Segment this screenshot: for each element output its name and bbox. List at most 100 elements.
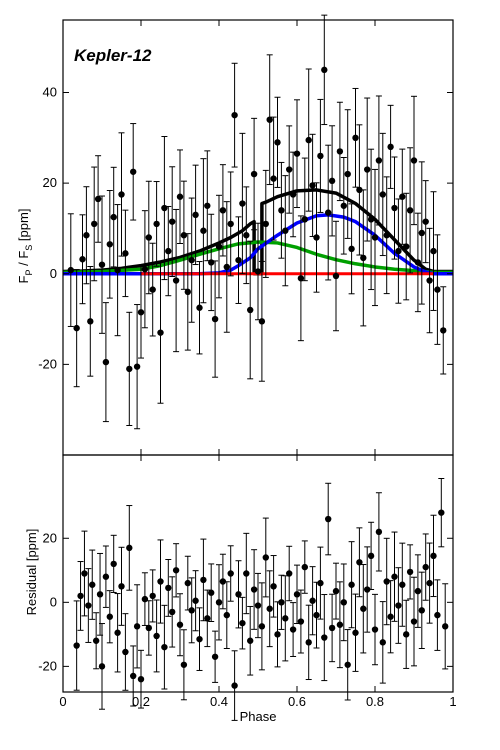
data-point: [317, 579, 324, 587]
data-point: [344, 170, 351, 178]
data-point: [309, 182, 316, 189]
data-point: [367, 216, 375, 223]
data-point: [293, 150, 301, 157]
data-point: [422, 563, 429, 571]
data-point: [297, 618, 305, 625]
data-point: [81, 570, 88, 577]
data-point: [130, 672, 137, 680]
data-point: [153, 220, 160, 228]
data-point: [141, 266, 149, 273]
data-point: [87, 318, 94, 325]
data-point: [208, 589, 215, 596]
data-point: [371, 234, 379, 241]
data-point: [317, 152, 324, 160]
data-point: [379, 639, 386, 646]
data-point: [336, 148, 344, 155]
data-point: [340, 202, 347, 209]
data-point: [110, 560, 117, 568]
data-point: [313, 234, 320, 241]
data-point: [215, 243, 223, 250]
data-point: [172, 277, 180, 284]
data-point: [364, 166, 371, 173]
data-point: [145, 624, 152, 632]
data-point: [219, 578, 227, 585]
data-point: [98, 663, 106, 670]
data-point: [440, 327, 447, 334]
data-point: [67, 266, 75, 274]
data-point: [399, 581, 406, 588]
data-point: [204, 202, 211, 209]
residual-panel: -20 0 20 Residual [ppm]: [24, 454, 454, 721]
data-point: [118, 191, 125, 198]
data-point: [356, 186, 363, 194]
data-point: [172, 567, 180, 574]
x-tick-label: 0.4: [210, 694, 228, 709]
data-point: [102, 573, 110, 580]
data-point: [196, 304, 203, 311]
data-point: [340, 599, 347, 606]
data-point: [270, 175, 277, 182]
data-point: [289, 626, 297, 633]
data-point: [289, 191, 297, 198]
data-point: [332, 272, 340, 280]
data-point: [149, 286, 156, 293]
data-point: [114, 266, 121, 274]
data-point: [184, 579, 191, 587]
data-point: [360, 254, 367, 262]
data-point: [325, 515, 332, 523]
data-point: [176, 621, 184, 628]
data-point: [262, 554, 269, 561]
data-point: [192, 211, 199, 219]
data-point: [395, 602, 402, 609]
x-tick-label: 0.2: [132, 694, 150, 709]
data-point: [83, 232, 90, 239]
x-tick-label: 0.6: [288, 694, 306, 709]
data-point: [91, 220, 98, 228]
data-point: [258, 318, 266, 325]
data-point: [133, 363, 141, 370]
data-point: [92, 637, 100, 644]
data-point: [430, 552, 437, 560]
data-point: [247, 637, 254, 644]
data-point: [106, 241, 114, 248]
data-point: [208, 259, 215, 266]
x-tick-label: 1: [449, 694, 456, 709]
y-tick-label: 20: [43, 530, 57, 545]
data-point: [200, 576, 207, 584]
data-point: [387, 143, 394, 151]
data-point: [102, 358, 110, 366]
data-point: [309, 597, 316, 604]
data-point: [379, 191, 386, 198]
x-tick-label: 0.8: [366, 694, 384, 709]
data-point: [344, 661, 351, 668]
data-point: [352, 629, 359, 636]
flux-y-axis-label: FP / FS [ppm]: [16, 209, 34, 284]
data-point: [73, 324, 80, 332]
residual-panel-frame: [62, 454, 454, 693]
x-axis-label: Phase: [240, 709, 277, 724]
data-point: [383, 232, 390, 239]
data-point: [410, 618, 418, 625]
data-point: [141, 595, 149, 603]
data-point: [336, 621, 344, 628]
data-point: [219, 207, 227, 214]
data-point: [211, 653, 219, 660]
data-point: [85, 602, 92, 609]
data-point: [321, 66, 328, 74]
data-point: [239, 200, 246, 207]
data-point: [395, 247, 402, 255]
data-point: [434, 611, 441, 619]
data-point: [403, 631, 410, 638]
data-point: [184, 288, 191, 296]
data-point: [406, 207, 414, 214]
data-point: [188, 607, 195, 614]
y-tick-label: 40: [43, 85, 57, 100]
data-point: [305, 136, 312, 144]
data-point: [305, 639, 312, 646]
data-point: [356, 559, 363, 566]
data-point: [161, 643, 168, 651]
data-point: [243, 570, 250, 577]
data-point: [352, 134, 359, 142]
data-point: [254, 268, 262, 275]
